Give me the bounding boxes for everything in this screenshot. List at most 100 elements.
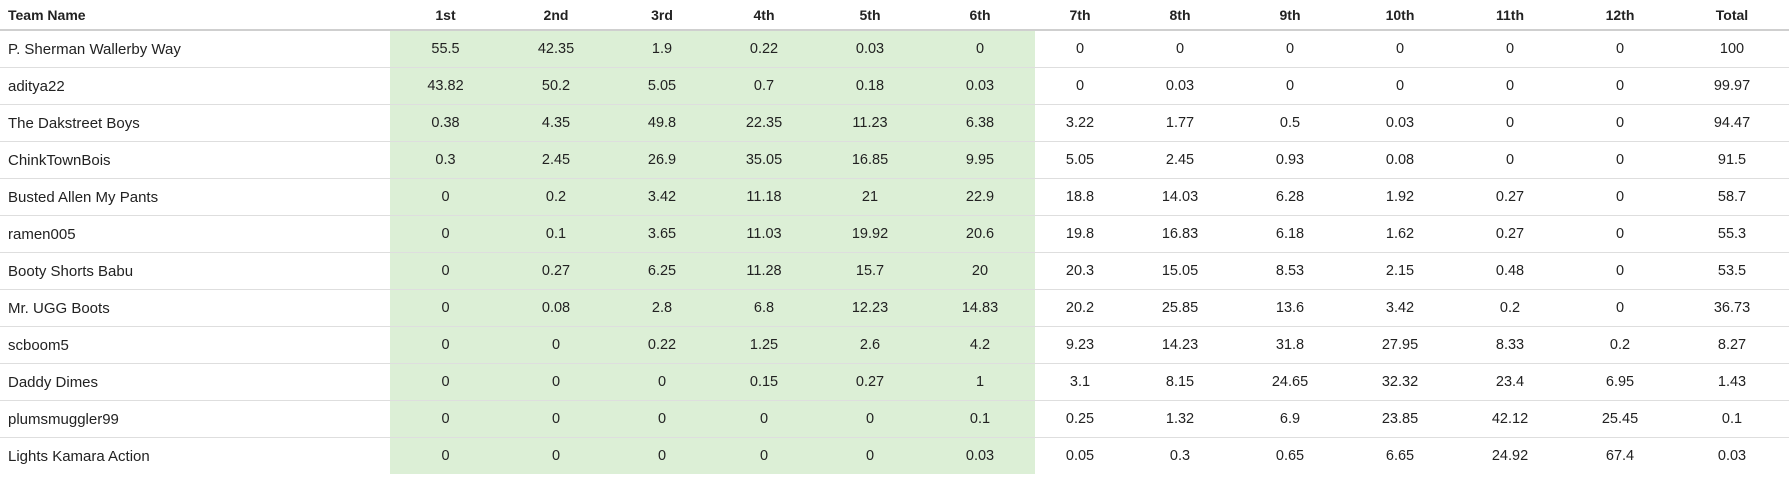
place-5-odds-cell: 19.92 [815, 215, 925, 253]
place-8-odds-cell: 14.03 [1125, 178, 1235, 216]
place-12-odds-cell: 0 [1565, 67, 1675, 105]
place-11-odds-cell: 0 [1455, 141, 1565, 179]
place-11-odds-cell: 0 [1455, 104, 1565, 142]
column-header-9th[interactable]: 9th [1235, 0, 1345, 31]
place-4-odds-cell: 11.28 [713, 252, 815, 290]
place-10-odds-cell: 3.42 [1345, 289, 1455, 327]
table-row: P. Sherman Wallerby Way 55.5 42.35 1.9 0.22 0… [0, 30, 1789, 68]
place-6-odds-cell: 14.83 [925, 289, 1035, 327]
place-2-odds-cell: 0 [501, 437, 611, 474]
place-8-odds-cell: 14.23 [1125, 326, 1235, 364]
place-12-odds-cell: 0 [1565, 178, 1675, 216]
place-11-odds-cell: 0.27 [1455, 178, 1565, 216]
total-odds-cell: 55.3 [1675, 215, 1789, 253]
column-header-2nd[interactable]: 2nd [501, 0, 611, 31]
place-1-odds-cell: 55.5 [390, 30, 501, 68]
place-1-odds-cell: 0 [390, 215, 501, 253]
team-name-cell: Booty Shorts Babu [0, 252, 390, 290]
place-1-odds-cell: 0 [390, 289, 501, 327]
place-2-odds-cell: 0 [501, 326, 611, 364]
place-8-odds-cell: 15.05 [1125, 252, 1235, 290]
place-1-odds-cell: 0 [390, 363, 501, 401]
column-header-5th[interactable]: 5th [815, 0, 925, 31]
place-12-odds-cell: 0 [1565, 289, 1675, 327]
place-8-odds-cell: 0 [1125, 30, 1235, 68]
column-header-4th[interactable]: 4th [713, 0, 815, 31]
place-10-odds-cell: 1.92 [1345, 178, 1455, 216]
place-10-odds-cell: 0.03 [1345, 104, 1455, 142]
column-header-10th[interactable]: 10th [1345, 0, 1455, 31]
place-9-odds-cell: 0.65 [1275, 448, 1305, 464]
place-6-odds-cell: 0.03 [925, 67, 1035, 105]
place-9-odds-cell: 0 [1235, 30, 1345, 68]
column-header-7th[interactable]: 7th [1035, 0, 1125, 31]
place-7-odds-cell: 0 [1035, 30, 1125, 68]
team-name-cell: ChinkTownBois [0, 141, 390, 179]
column-header-11th[interactable]: 11th [1455, 0, 1565, 31]
column-header-6th[interactable]: 6th [925, 0, 1035, 31]
table-header-row: Team Name 1st 2nd 3rd 4th 5th 6th 7th 8t… [0, 0, 1789, 31]
place-4-odds-cell: 11.03 [713, 215, 815, 253]
place-2-odds-cell: 42.35 [501, 30, 611, 68]
total-odds-cell: 0.03 [1717, 448, 1747, 464]
place-5-odds-cell: 2.6 [815, 326, 925, 364]
place-1-odds-cell: 43.82 [390, 67, 501, 105]
place-11-odds-cell: 0 [1455, 67, 1565, 105]
place-4-odds-cell: 0.22 [713, 30, 815, 68]
place-7-odds-cell: 0.25 [1035, 400, 1125, 438]
place-7-odds-cell: 0.05 [1065, 448, 1095, 464]
place-5-odds-cell: 0.27 [815, 363, 925, 401]
column-header-12th[interactable]: 12th [1565, 0, 1675, 31]
total-odds-cell: 0.1 [1675, 400, 1789, 438]
place-7-odds-cell: 0 [1035, 67, 1125, 105]
place-10-odds-cell: 2.15 [1345, 252, 1455, 290]
place-3-odds-cell: 3.42 [611, 178, 713, 216]
table-row: Mr. UGG Boots 0 0.08 2.8 6.8 12.23 14.83 20.2 25… [0, 289, 1789, 327]
place-10-odds-cell: 0 [1345, 30, 1455, 68]
column-header-3rd[interactable]: 3rd [611, 0, 713, 31]
column-header-total[interactable]: Total [1675, 0, 1789, 31]
place-2-odds-cell: 2.45 [501, 141, 611, 179]
column-header-team-name[interactable]: Team Name [0, 0, 390, 31]
place-9-odds-cell: 0 [1235, 67, 1345, 105]
table-row: ramen005 0 0.1 3.65 11.03 19.92 20.6 19.8 16.83 6… [0, 215, 1789, 253]
place-5-odds-cell: 21 [815, 178, 925, 216]
place-4-odds-cell: 0.7 [713, 67, 815, 105]
total-odds-cell: 100 [1675, 30, 1789, 68]
place-11-odds-cell: 42.12 [1455, 400, 1565, 438]
place-8-odds-cell: 0.3 [1169, 448, 1191, 464]
table-row: Busted Allen My Pants 0 0.2 3.42 11.18 21 22.9… [0, 178, 1789, 216]
place-3-odds-cell: 26.9 [611, 141, 713, 179]
place-7-odds-cell: 3.1 [1035, 363, 1125, 401]
place-2-odds-cell: 0.27 [501, 252, 611, 290]
place-11-odds-cell: 24.92 [1491, 448, 1529, 464]
place-9-odds-cell: 6.28 [1235, 178, 1345, 216]
total-odds-cell: 94.47 [1675, 104, 1789, 142]
place-7-odds-cell: 5.05 [1035, 141, 1125, 179]
team-name-cell: aditya22 [0, 67, 390, 105]
place-9-odds-cell: 6.18 [1235, 215, 1345, 253]
place-6-odds-cell: 0.1 [925, 400, 1035, 438]
place-1-odds-cell: 0.3 [390, 141, 501, 179]
place-5-odds-cell: 11.23 [815, 104, 925, 142]
place-6-odds-cell: 22.9 [925, 178, 1035, 216]
place-7-odds-cell: 9.23 [1035, 326, 1125, 364]
place-8-odds-cell: 1.32 [1125, 400, 1235, 438]
place-7-odds-cell: 3.22 [1035, 104, 1125, 142]
place-6-odds-cell: 0 [925, 30, 1035, 68]
place-10-odds-cell: 0 [1345, 67, 1455, 105]
place-3-odds-cell: 0 [611, 363, 713, 401]
team-name-cell: plumsmuggler99 [0, 400, 390, 438]
place-6-odds-cell: 4.2 [925, 326, 1035, 364]
column-header-1st[interactable]: 1st [390, 0, 501, 31]
place-6-odds-cell: 6.38 [925, 104, 1035, 142]
place-10-odds-cell: 32.32 [1345, 363, 1455, 401]
table-row: The Dakstreet Boys 0.38 4.35 49.8 22.35 11.23… [0, 104, 1789, 142]
column-header-8th[interactable]: 8th [1125, 0, 1235, 31]
table-row: ChinkTownBois 0.3 2.45 26.9 35.05 16.85 9.95 5.… [0, 141, 1789, 179]
place-6-odds-cell: 20.6 [925, 215, 1035, 253]
place-5-odds-cell: 0 [815, 437, 925, 474]
place-9-odds-cell: 0.93 [1235, 141, 1345, 179]
place-10-odds-cell: 1.62 [1345, 215, 1455, 253]
